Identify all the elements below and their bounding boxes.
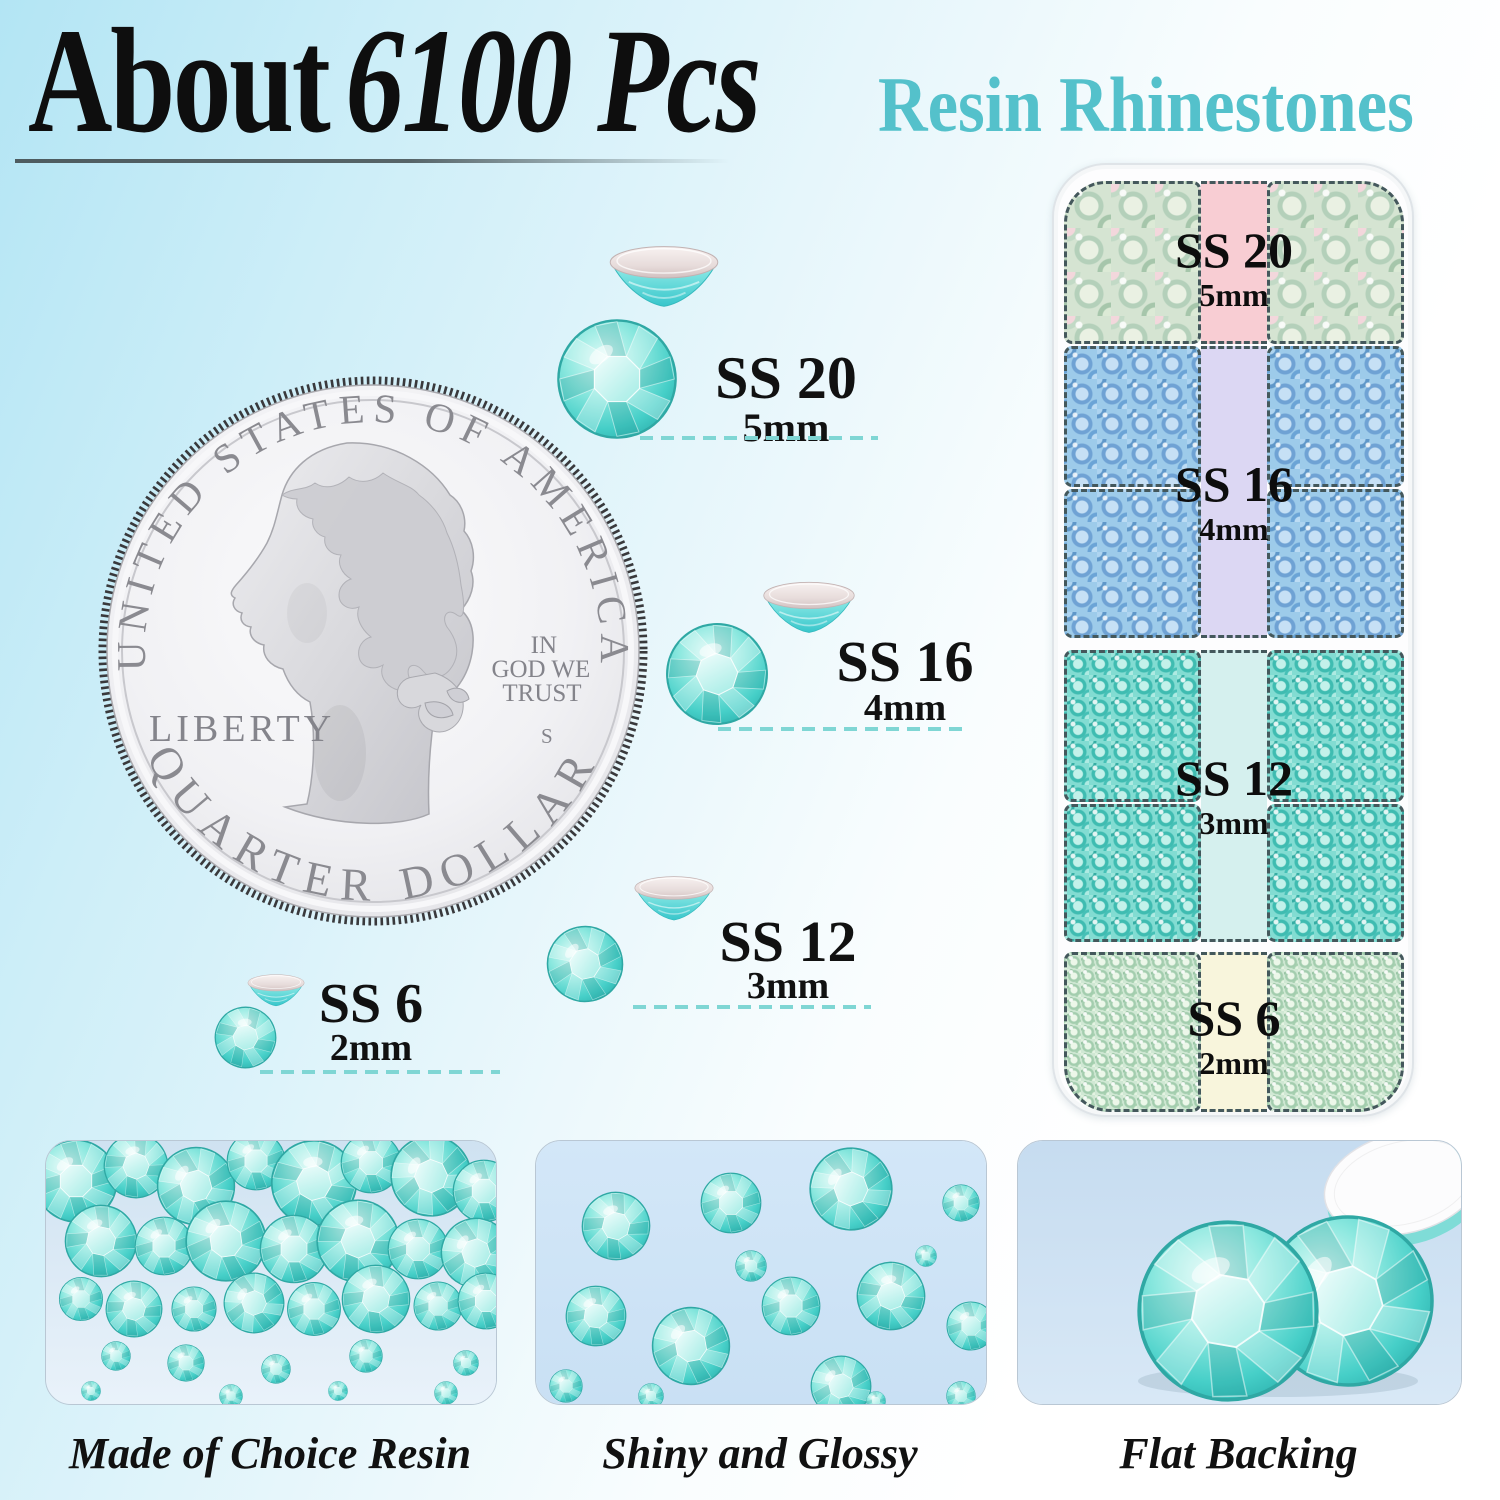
organizer-mm-ss6: 2mm (1199, 1045, 1269, 1081)
dashed-divider (718, 727, 963, 731)
dashed-divider (260, 1070, 500, 1074)
organizer-label-ss16: SS 16 (1174, 456, 1294, 512)
size-mm-ss16: 4mm (863, 687, 947, 729)
gem-face-icon (546, 925, 624, 1003)
size-label-ss16: SS 16 (836, 629, 974, 694)
organizer-strip-ss12 (1201, 650, 1267, 942)
organizer-compartment (1267, 181, 1404, 344)
organizer-compartment (1267, 489, 1404, 638)
feature-caption: Shiny and Glossy (602, 1429, 918, 1478)
organizer-compartment (1267, 346, 1404, 487)
size-mm-ss12: 3mm (746, 965, 830, 1007)
coin-reeded-edge (98, 376, 648, 926)
page-title: About 6100 Pcs (28, 6, 964, 156)
organizer-compartment (1064, 952, 1201, 1112)
organizer-compartment (1064, 181, 1201, 344)
organizer-compartment (1064, 650, 1201, 802)
organizer-label-ss6: SS 6 (1187, 990, 1281, 1046)
organizer-compartment (1064, 346, 1201, 487)
coin-motto: IN GOD WE TRUST (491, 632, 596, 707)
page-title-accent: Resin Rhinestones (878, 61, 1414, 148)
organizer-compartment (1064, 489, 1201, 638)
page-title-prefix: About (28, 0, 331, 164)
dashed-divider (633, 1005, 871, 1009)
size-label-ss6: SS 6 (318, 973, 424, 1035)
feature-photo-glossy (535, 1140, 987, 1405)
size-label-ss12: SS 12 (719, 909, 857, 974)
organizer-strip-ss16 (1201, 346, 1267, 638)
coin-liberty: LIBERTY (149, 708, 335, 750)
title-underline (15, 159, 730, 163)
organizer-strip-ss20 (1201, 181, 1267, 344)
feature-photo-flat-backing (1017, 1140, 1462, 1405)
page-title-count: 6100 Pcs (345, 0, 762, 164)
coin-mint-mark: S (541, 724, 553, 748)
gem-face-icon (557, 319, 677, 439)
size-mm-ss20: 5mm (742, 405, 830, 450)
organizer-label-ss20: SS 20 (1174, 222, 1294, 278)
organizer-label-ss12: SS 12 (1174, 750, 1294, 806)
size-label-ss20: SS 20 (715, 345, 857, 411)
feature-caption: Flat Backing (1119, 1429, 1358, 1478)
gem-face-icon (665, 622, 769, 726)
organizer-mm-ss12: 3mm (1199, 805, 1269, 841)
organizer-mm-ss16: 4mm (1199, 511, 1269, 547)
organizer-compartment (1267, 804, 1404, 942)
dashed-divider (640, 436, 878, 440)
organizer-mm-ss20: 5mm (1199, 277, 1269, 313)
rhinestone-organizer-box: SS 20 5mm SS 16 4mm SS 12 3mm SS 6 2mm (1052, 163, 1414, 1117)
organizer-compartment (1267, 952, 1404, 1112)
organizer-compartment (1064, 804, 1201, 942)
gem-side-icon (609, 245, 719, 308)
organizer-compartment (1267, 650, 1404, 802)
quarter-coin-image: UNITED STATES OF AMERICA QUARTER DOLLAR … (98, 376, 648, 926)
size-mm-ss6: 2mm (329, 1027, 413, 1069)
feature-caption: Made of Choice Resin (68, 1429, 472, 1478)
feature-photo-resin (45, 1140, 497, 1405)
organizer-strip-ss6 (1201, 952, 1267, 1112)
washington-portrait (230, 442, 475, 825)
